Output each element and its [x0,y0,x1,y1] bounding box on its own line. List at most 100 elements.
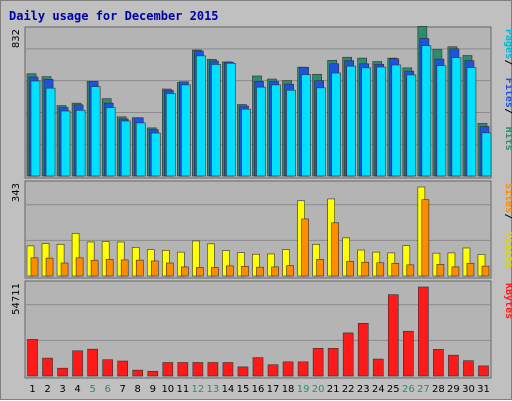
x-tick-label: 13 [207,384,220,395]
bar-kbytes-day-1 [27,339,38,377]
x-tick-label: 15 [237,384,250,395]
bar-visits-day-18 [282,249,290,277]
bar-pages-day-16 [256,86,266,177]
legend-separator: / [503,108,512,114]
x-tick-label: 8 [135,384,141,395]
bar-kbytes-day-2 [42,357,53,377]
bar-kbytes-day-5 [87,348,98,377]
ymax-label: 343 [11,183,22,202]
bar-kbytes-day-6 [102,359,113,377]
legend-kbytes: KBytes [503,283,512,319]
panel-pages_files_hits: 832 Pages / Files / Hits [11,25,512,179]
bar-kbytes-day-8 [132,369,144,377]
legend-pages_files_hits: Pages / Files / Hits [503,29,512,151]
x-tick-label: 18 [282,384,295,395]
x-tick-label: 30 [462,384,475,395]
bar-kbytes-day-22 [342,332,354,377]
x-tick-label: 6 [104,384,110,395]
bar-pages-day-24 [376,66,387,177]
chart-title: Daily usage for December 2015 [9,9,219,23]
bar-sites-day-2 [45,257,54,277]
bar-pages-day-21 [331,72,341,177]
bar-visits-day-4 [71,233,80,277]
bar-sites-day-26 [406,264,415,277]
bar-sites-day-10 [165,262,174,277]
bar-sites-day-17 [271,266,279,277]
bar-pages-day-14 [226,62,236,177]
bar-sites-day-21 [331,222,339,277]
bar-pages-day-30 [466,67,477,177]
bar-kbytes-day-19 [297,361,309,377]
x-tick-label: 11 [176,384,189,395]
legend-visits_sites: Sites / Visits [503,183,512,268]
bar-pages-day-1 [30,80,41,177]
bar-pages-day-31 [481,132,492,177]
bar-pages-day-22 [346,65,357,177]
bar-sites-day-27 [421,199,430,277]
bar-pages-day-5 [90,86,101,177]
x-tick-label: 14 [222,384,235,395]
x-tick-label: 7 [120,384,126,395]
x-tick-label: 12 [192,384,205,395]
legend-label-kbytes: KBytes [503,283,512,319]
bar-pages-day-25 [391,64,402,177]
bar-sites-day-5 [90,259,99,277]
bar-kbytes-day-23 [357,322,369,377]
bar-kbytes-day-24 [372,358,384,377]
bar-pages-day-3 [60,110,71,177]
bar-sites-day-13 [211,267,219,277]
x-axis: 1 2 3 4 5 6 7 8 9 10 11 12 13 14 15 16 17 18 19 20 21 22 23 24 2… [29,384,490,395]
bar-sites-day-28 [436,264,445,277]
x-tick-label: 9 [150,384,156,395]
bar-sites-day-14 [226,265,234,277]
bar-visits-day-11 [177,251,185,277]
bar-kbytes-day-27 [418,286,429,377]
bar-pages-day-23 [361,67,372,177]
bar-kbytes-day-10 [162,362,174,377]
bar-sites-day-23 [361,261,370,277]
x-tick-label: 1 [29,384,35,395]
x-tick-label: 17 [267,384,280,395]
bar-pages-day-13 [211,64,221,177]
bar-sites-day-8 [135,259,144,277]
bar-visits-day-13 [207,243,215,277]
x-tick-label: 20 [312,384,325,395]
bar-visits-day-3 [56,244,65,277]
legend-separator: / [503,60,512,66]
bar-visits-day-6 [101,241,110,277]
bar-kbytes-day-31 [478,365,489,377]
bar-sites-day-3 [60,262,69,277]
bar-pages-day-6 [105,107,116,177]
bar-visits-day-16 [252,253,260,277]
x-tick-label: 21 [327,384,340,395]
bar-visits-day-15 [237,252,245,277]
bar-sites-day-20 [316,259,324,277]
bar-sites-day-18 [286,265,294,277]
bar-pages-day-29 [451,57,462,177]
bar-kbytes-day-14 [222,362,234,377]
bar-pages-day-10 [165,93,176,177]
bar-pages-day-9 [150,132,161,177]
bar-kbytes-day-25 [387,294,399,377]
bar-visits-day-14 [222,250,230,277]
ymax-label: 54711 [11,283,22,315]
x-tick-label: 4 [74,384,80,395]
bar-sites-day-4 [75,257,84,277]
bar-sites-day-29 [451,266,460,277]
bar-visits-day-17 [267,253,275,277]
bar-kbytes-day-16 [252,357,264,377]
bar-kbytes-day-12 [192,362,204,377]
x-tick-label: 29 [447,384,460,395]
bar-kbytes-day-18 [282,361,294,377]
x-tick-label: 25 [387,384,400,395]
bar-sites-day-12 [196,267,204,277]
legend-label-visits: Visits [503,232,512,268]
legend-label-sites: Sites [503,183,512,213]
bar-kbytes-day-17 [267,364,279,377]
bar-sites-day-24 [376,262,385,277]
bar-kbytes-day-30 [463,360,474,377]
bar-sites-day-7 [120,259,129,277]
bar-kbytes-day-7 [117,360,129,377]
